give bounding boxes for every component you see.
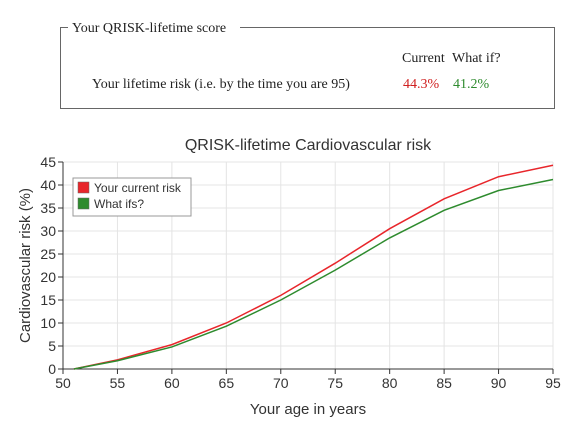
- y-tick-label: 0: [48, 361, 56, 377]
- x-tick-label: 65: [219, 375, 235, 391]
- y-axis-label: Cardiovascular risk (%): [17, 188, 34, 343]
- x-tick-label: 85: [436, 375, 452, 391]
- series-line: [73, 178, 554, 370]
- legend-label: What ifs?: [94, 197, 144, 211]
- y-tick-label: 45: [40, 154, 56, 170]
- legend-box: [72, 177, 192, 217]
- whatif-value: 41.2%: [453, 77, 490, 92]
- row-label: Your lifetime risk (i.e. by the time you…: [92, 77, 350, 92]
- x-tick-label: 60: [164, 375, 180, 391]
- y-tick-label: 10: [40, 315, 56, 331]
- y-tick-label: 35: [40, 200, 56, 216]
- x-tick-label: 70: [273, 375, 289, 391]
- x-tick-label: 75: [327, 375, 343, 391]
- legend-label: Your current risk: [94, 181, 182, 195]
- chart-title: QRISK-lifetime Cardiovascular risk: [185, 137, 432, 154]
- x-tick-label: 55: [110, 375, 126, 391]
- x-tick-label: 95: [545, 375, 561, 391]
- score-box: [60, 27, 555, 109]
- column-header: Current: [402, 51, 445, 66]
- y-tick-label: 30: [40, 223, 56, 239]
- x-tick-label: 80: [382, 375, 398, 391]
- current-value: 44.3%: [403, 77, 440, 92]
- legend-bg: [68, 18, 240, 36]
- column-header: What if?: [452, 51, 501, 66]
- x-tick-label: 50: [55, 375, 71, 391]
- x-axis-label: Your age in years: [250, 401, 366, 418]
- y-tick-label: 20: [40, 269, 56, 285]
- y-tick-label: 5: [48, 338, 56, 354]
- chart: QRISK-lifetime Cardiovascular risk Your a…: [17, 137, 561, 418]
- x-tick-label: 90: [491, 375, 507, 391]
- y-tick-label: 25: [40, 246, 56, 262]
- series-line: [73, 164, 554, 370]
- y-tick-label: 40: [40, 177, 56, 193]
- score-title: Your QRISK-lifetime score: [72, 21, 226, 36]
- legend-swatch: [77, 197, 90, 210]
- legend-swatch: [77, 181, 90, 194]
- y-tick-label: 15: [40, 292, 56, 308]
